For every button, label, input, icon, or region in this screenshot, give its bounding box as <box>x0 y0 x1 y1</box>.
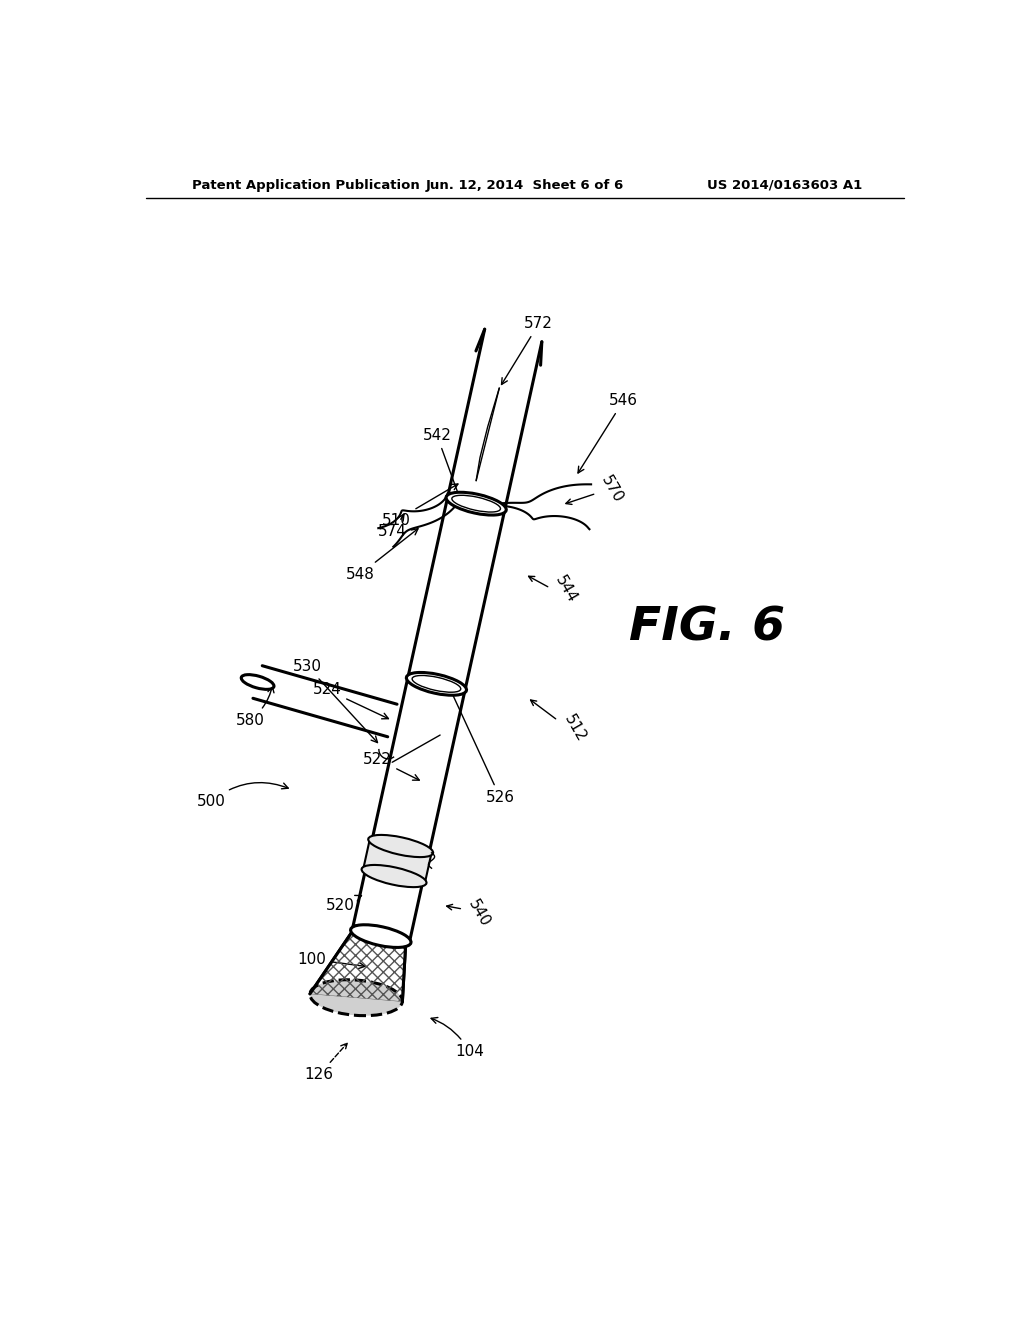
Text: 546: 546 <box>578 393 638 473</box>
Text: 500: 500 <box>197 783 288 809</box>
Text: Jun. 12, 2014  Sheet 6 of 6: Jun. 12, 2014 Sheet 6 of 6 <box>426 178 624 191</box>
Text: 548: 548 <box>345 528 418 582</box>
Text: 580: 580 <box>236 686 274 729</box>
Text: 574: 574 <box>378 515 407 540</box>
Text: 104: 104 <box>431 1018 483 1059</box>
Text: 512: 512 <box>562 711 589 744</box>
Text: Patent Application Publication: Patent Application Publication <box>193 178 420 191</box>
Text: 522: 522 <box>362 751 419 780</box>
Ellipse shape <box>310 979 402 1015</box>
Text: 524: 524 <box>312 682 388 719</box>
Text: FIG. 6: FIG. 6 <box>629 606 784 651</box>
Text: 520: 520 <box>327 895 361 913</box>
Ellipse shape <box>407 672 467 696</box>
Ellipse shape <box>446 492 506 515</box>
Ellipse shape <box>350 925 411 948</box>
Text: 510: 510 <box>382 484 458 528</box>
Text: US 2014/0163603 A1: US 2014/0163603 A1 <box>707 178 862 191</box>
Text: 540: 540 <box>466 896 493 929</box>
Ellipse shape <box>361 865 427 887</box>
Ellipse shape <box>369 836 433 857</box>
Polygon shape <box>310 925 406 1002</box>
Ellipse shape <box>242 675 274 689</box>
Text: 572: 572 <box>502 317 553 384</box>
Text: 542: 542 <box>423 428 464 507</box>
Text: 526: 526 <box>445 680 515 805</box>
Text: 570: 570 <box>599 474 626 506</box>
Text: 100: 100 <box>297 952 365 969</box>
Text: 530: 530 <box>293 659 378 743</box>
Text: 544: 544 <box>553 573 580 606</box>
Text: 126: 126 <box>305 1043 347 1082</box>
Polygon shape <box>364 840 431 883</box>
